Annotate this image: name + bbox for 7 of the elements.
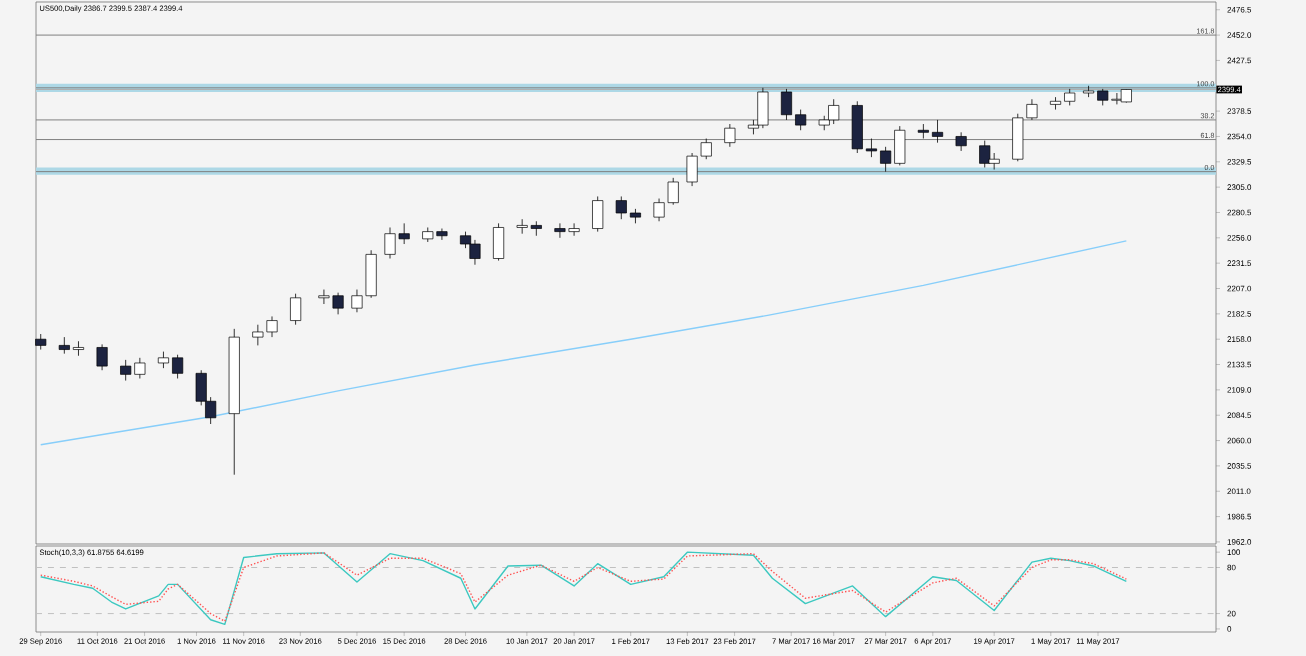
line-series: [40, 240, 1128, 446]
candlestick: [592, 196, 604, 233]
candlestick: [724, 123, 736, 148]
candlestick: [955, 131, 967, 152]
candlestick: [290, 293, 302, 326]
candlestick: [493, 222, 505, 261]
candlestick: [96, 343, 108, 371]
